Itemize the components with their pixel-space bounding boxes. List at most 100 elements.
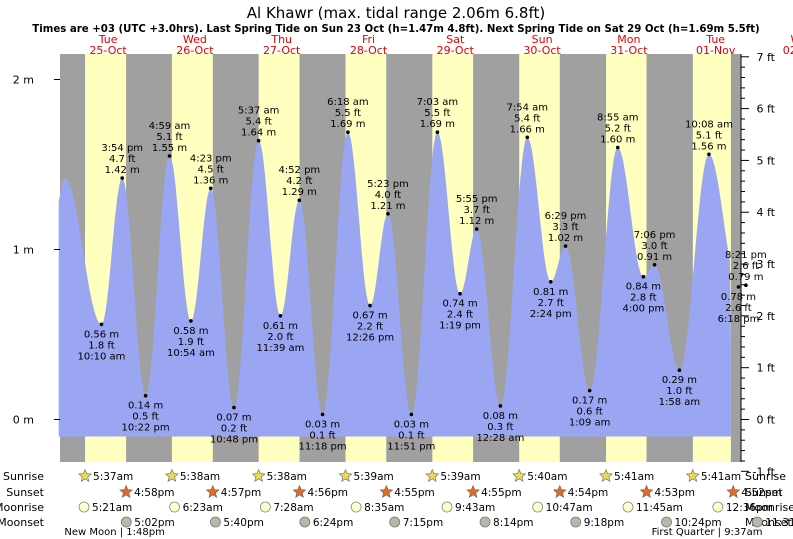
tide-area-layer [58, 132, 731, 437]
tide-m-label: 1.60 m [600, 135, 635, 146]
moonset-icon-2 [299, 516, 311, 528]
left-tick-label: 1 m [13, 244, 34, 257]
day-date-2: 27-Oct [263, 44, 301, 57]
day-date-1: 26-Oct [176, 44, 214, 57]
tide-ft-label: 5.5 ft [424, 108, 450, 119]
tide-point-8 [278, 314, 283, 318]
tide-point-5 [208, 186, 213, 191]
moonrise-icon-5 [532, 501, 544, 513]
day-date-4: 29-Oct [437, 44, 475, 57]
moonrise-time: 12:36pm [726, 502, 773, 514]
row-label-left-0: Sunrise [3, 470, 44, 483]
chart-subtitle: Times are +03 (UTC +3.0hrs). Last Spring… [32, 24, 759, 35]
tide-m-label: 0.78 m [721, 292, 756, 303]
tide-ft-label: 4.0 ft [375, 190, 401, 201]
tide-ft-label: 1.9 ft [178, 337, 204, 348]
left-tick-label: 0 m [13, 414, 34, 427]
tide-time-label: 10:54 am [167, 348, 215, 359]
sunset-time: 4:55pm [394, 487, 434, 499]
moon-phase-label-0: New Moon | 1:48pm [64, 527, 164, 538]
row-label-right-0: Sunrise [745, 470, 786, 483]
row-label-right-1: Sunset [745, 486, 783, 499]
moonset-icon-7 [751, 516, 763, 528]
moonrise-time: 9:43am [455, 502, 495, 514]
tide-point-6 [232, 405, 236, 410]
tide-m-label: 0.17 m [572, 396, 607, 407]
tide-m-label: 0.03 m [305, 419, 340, 430]
moonrise-icon-3 [350, 501, 362, 513]
right-tick-label: 2 ft [757, 310, 776, 323]
day-name-4: Sat [446, 33, 465, 46]
chart-title: Al Khawr (max. tidal range 2.06m 6.8ft) [247, 4, 545, 22]
tide-time-label: 1:58 am [659, 397, 701, 408]
day-date-3: 28-Oct [350, 44, 388, 57]
tide-point-2 [143, 393, 148, 398]
tide-point-21 [563, 244, 568, 248]
tide-ft-label: 5.5 ft [335, 108, 361, 119]
moonset-time: 11:31pm [765, 517, 793, 529]
tide-ft-label: 5.1 ft [156, 132, 182, 143]
tide-point-4 [189, 319, 193, 323]
tide-time-label: 7:03 am [417, 97, 459, 108]
left-tick-label: 2 m [13, 74, 34, 87]
right-tick-label: 5 ft [757, 154, 776, 167]
tide-m-label: 0.56 m [84, 329, 119, 340]
tide-m-label: 0.91 m [637, 252, 672, 263]
tide-m-label: 1.42 m [105, 165, 140, 176]
tide-time-label: 11:18 pm [299, 441, 347, 452]
day-name-5: Sun [532, 33, 553, 46]
tide-m-label: 0.74 m [442, 299, 477, 310]
moonset-icon-3 [389, 516, 401, 528]
tide-point-25 [652, 263, 657, 267]
tide-time-label: 4:00 pm [622, 304, 664, 315]
moonrise-time: 11:45am [636, 502, 683, 514]
tide-point-7 [256, 138, 261, 143]
tide-time-label: 7:54 am [507, 102, 549, 113]
tide-ft-label: 0.1 ft [309, 430, 335, 441]
tide-m-label: 1.69 m [420, 119, 455, 130]
tide-ft-label: 3.7 ft [464, 205, 490, 216]
tide-time-label: 12:26 pm [346, 333, 394, 344]
moonrise-icon-6 [622, 501, 634, 513]
tide-point-0 [99, 322, 104, 327]
tide-time-label: 10:08 am [685, 119, 733, 130]
tide-ft-label: 3.0 ft [641, 241, 667, 252]
tide-time-label: 5:55 pm [456, 194, 498, 205]
row-label-left-1: Sunset [6, 486, 44, 499]
tide-time-label: 8:55 am [597, 113, 639, 124]
tide-point-19 [525, 135, 530, 140]
moonset-icon-5 [570, 516, 582, 528]
tide-m-label: 0.58 m [173, 326, 208, 337]
tide-ft-label: 5.4 ft [245, 117, 271, 128]
tide-m-label: 1.55 m [152, 143, 187, 154]
right-tick-label: 0 ft [757, 414, 776, 427]
tide-point-1 [120, 176, 125, 180]
tide-point-11 [346, 130, 350, 134]
tide-point-29 [744, 283, 748, 288]
sunset-icon-7 [726, 484, 741, 498]
sunset-icon-3 [379, 484, 394, 498]
tide-m-label: 1.64 m [241, 128, 276, 139]
tide-m-label: 0.79 m [728, 272, 763, 283]
sunset-icon-4 [466, 484, 481, 498]
tide-time-label: 6:18 pm [718, 314, 760, 325]
sunset-time: 4:56pm [308, 487, 348, 499]
sunrise-time: 5:38am [267, 471, 307, 483]
tide-point-10 [320, 412, 325, 417]
tide-m-label: 0.84 m [626, 282, 661, 293]
moonrise-icon-4 [441, 501, 453, 513]
tide-time-label: 2:24 pm [530, 309, 572, 320]
tide-m-label: 1.21 m [370, 201, 405, 212]
right-tick-label: 1 ft [757, 362, 776, 375]
tide-m-label: 0.67 m [352, 311, 387, 322]
tide-time-label: 8:21 pm [725, 250, 767, 261]
tide-m-label: 0.61 m [263, 321, 298, 332]
tide-ft-label: 4.2 ft [286, 176, 312, 187]
sunset-icon-5 [552, 484, 567, 498]
tide-point-12 [368, 303, 372, 308]
moonrise-icon-1 [169, 501, 180, 513]
right-tick-label: -1 ft [753, 465, 776, 478]
sunrise-icon-3 [338, 468, 353, 482]
tide-m-label: 1.36 m [193, 175, 228, 186]
